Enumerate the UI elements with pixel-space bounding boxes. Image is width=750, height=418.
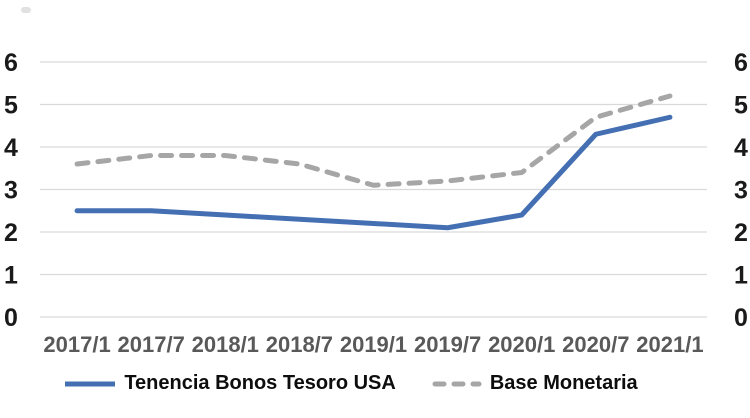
legend-label-base-monetaria: Base Monetaria [489, 372, 638, 394]
chart-legend: Tenencia Bonos Tesoro USA Base Monetaria [0, 372, 726, 395]
line-chart-plot: 0 0 1 1 2 2 3 3 4 4 5 5 6 6 2017/1 2017/7 2018/1 2018/7 20… [4, 49, 748, 357]
dashed-line-swatch [432, 381, 482, 386]
smudge-artifact [21, 7, 31, 13]
y-tick-label-left: 5 [4, 92, 18, 120]
y-tick-label-left: 4 [4, 134, 18, 162]
solid-line-swatch [65, 381, 116, 386]
y-tick-label-right: 4 [734, 134, 748, 162]
x-tick-label: 2020/7 [562, 332, 629, 357]
y-tick-label-right: 0 [734, 304, 748, 332]
x-tick-label: 2019/1 [340, 332, 407, 357]
y-tick-label-right: 5 [734, 92, 748, 120]
y-tick-label-left: 1 [4, 262, 18, 290]
y-tick-label-left: 2 [4, 219, 18, 247]
legend-item-base-monetaria: Base Monetaria [432, 372, 638, 395]
series-line-base-monetaria [74, 93, 673, 188]
y-tick-label-left: 6 [4, 49, 18, 77]
y-tick-label-left: 0 [4, 304, 18, 332]
x-tick-label: 2019/7 [414, 332, 481, 357]
y-tick-label-right: 6 [734, 49, 748, 77]
legend-label-tenencia-bonos: Tenencia Bonos Tesoro USA [124, 372, 396, 394]
x-tick-label: 2018/1 [192, 332, 259, 357]
y-tick-label-right: 3 [734, 177, 748, 205]
x-tick-label: 2020/1 [488, 332, 555, 357]
x-tick-label: 2017/1 [43, 332, 110, 357]
y-tick-label-right: 1 [734, 262, 748, 290]
legend-item-tenencia-bonos: Tenencia Bonos Tesoro USA [64, 372, 396, 395]
x-tick-label: 2018/7 [266, 332, 333, 357]
x-tick-label: 2021/1 [636, 332, 703, 357]
y-tick-label-left: 3 [4, 177, 18, 205]
x-tick-label: 2017/7 [118, 332, 185, 357]
series-line-tenencia-bonos [74, 114, 673, 231]
y-tick-label-right: 2 [734, 219, 748, 247]
